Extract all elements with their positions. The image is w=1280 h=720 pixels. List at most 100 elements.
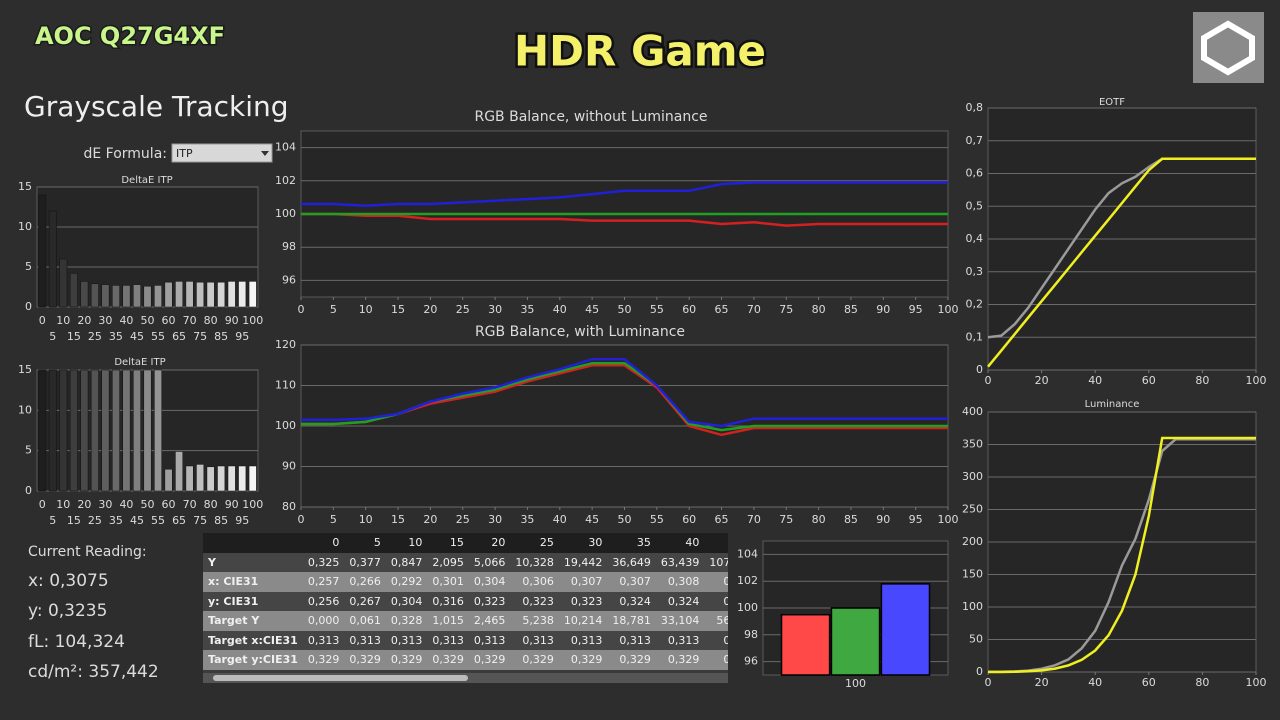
table-cell: 0,325	[307, 555, 340, 569]
table-cell: 33,104	[660, 614, 700, 628]
y-tick-label: 0	[976, 665, 983, 678]
de-formula-select[interactable]: ITP	[171, 143, 273, 163]
table-cell: 2,465	[473, 614, 506, 628]
x-tick-label: 35	[109, 330, 123, 343]
table-cell: Y	[208, 555, 216, 569]
header-cell: 40	[685, 536, 700, 550]
bar	[143, 285, 152, 308]
table-cell: 0,292	[390, 575, 423, 589]
reading-title: Current Reading:	[28, 544, 147, 560]
x-tick-label: 10	[359, 513, 373, 526]
x-tick-label: 75	[193, 330, 207, 343]
x-tick-label: 15	[67, 514, 81, 527]
y-tick-label: 5	[25, 260, 32, 273]
bar	[122, 285, 131, 308]
table-cell: 0,306	[522, 575, 554, 589]
table-cell: 0,313	[307, 633, 340, 647]
y-tick-label: 96	[282, 273, 296, 286]
bar	[143, 369, 152, 492]
bar	[238, 465, 247, 492]
y-tick-label: 400	[962, 405, 983, 418]
brand: AOC Q27G4XF	[35, 22, 225, 50]
table-cell: x: CIE31	[208, 575, 259, 589]
x-tick-label: 80	[1195, 374, 1209, 387]
chart-title: DeltaE ITP	[114, 357, 165, 368]
bar	[122, 369, 131, 492]
line-series	[988, 436, 1256, 674]
x-tick-label: 65	[715, 303, 729, 316]
table-row: x: CIE31 0,257 0,266 0,292 0,301 0,304 0,306 0,…	[203, 572, 728, 592]
bar	[69, 273, 78, 308]
bar	[154, 369, 162, 492]
select-box[interactable]	[171, 143, 273, 163]
table-cell: 0,323	[522, 594, 554, 608]
select-value[interactable]: ITP	[176, 147, 193, 160]
bar	[59, 258, 68, 308]
table-cell: 0,304	[473, 575, 506, 589]
table-cell: 0,304	[390, 594, 423, 608]
y-tick-label: 0	[976, 363, 983, 376]
table-cell: 0,257	[307, 575, 340, 589]
bar	[101, 369, 110, 492]
x-tick-label: 0	[985, 374, 992, 387]
table-cell: 0,329	[307, 653, 340, 667]
table-cell: 107,766	[709, 555, 728, 569]
x-tick-label: 90	[225, 498, 239, 511]
x-tick-label: 5	[49, 330, 56, 343]
y-tick-label: 5	[25, 444, 32, 457]
x-tick-label: 40	[553, 303, 567, 316]
x-tick-label: 80	[1195, 676, 1209, 689]
scroll-thumb[interactable]	[213, 675, 468, 681]
header-cell: 30	[588, 536, 603, 550]
table-cell: 0,308	[667, 575, 700, 589]
table-cell: 0,329	[522, 653, 554, 667]
y-tick-label: 0,6	[966, 167, 984, 180]
table-cell: 10,328	[515, 555, 554, 569]
x-tick-label: 65	[172, 514, 186, 527]
bar	[133, 369, 141, 492]
x-tick-label: 60	[682, 513, 696, 526]
x-tick-label: 5	[330, 513, 337, 526]
table-cell: 0,301	[432, 575, 464, 589]
y-tick-label: 0,8	[966, 101, 984, 114]
table-row: Y 0,325 0,377 0,847 2,095 5,066 10,328 19,442 36…	[203, 552, 728, 572]
bar	[185, 281, 194, 308]
x-tick-label: 20	[1035, 676, 1049, 689]
y-tick-label: 0,3	[966, 265, 984, 278]
table-cell: 0,328	[390, 614, 423, 628]
x-tick-label: 20	[77, 498, 91, 511]
table-cell: 36,649	[612, 555, 651, 569]
x-tick-label: 70	[183, 314, 197, 327]
x-tick-label: 40	[1088, 676, 1102, 689]
chart-title: EOTF	[1099, 97, 1125, 108]
x-tick-label: 30	[98, 314, 112, 327]
y-tick-label: 100	[275, 419, 296, 432]
x-tick-label: 20	[1035, 374, 1049, 387]
table-cell: 0,324	[667, 594, 700, 608]
chart-title: RGB Balance, with Luminance	[475, 324, 685, 340]
bar	[185, 465, 194, 492]
y-tick-label: 200	[962, 535, 983, 548]
x-tick-label: 45	[130, 514, 144, 527]
bar	[830, 607, 881, 676]
x-tick-label: 50	[618, 303, 632, 316]
header-cell: 0	[332, 536, 340, 550]
x-tick-label: 15	[391, 303, 405, 316]
scrollbar[interactable]	[203, 673, 728, 683]
table-cell: 0,324	[723, 594, 728, 608]
x-tick-label: 75	[193, 514, 207, 527]
y-tick-label: 80	[282, 500, 296, 513]
x-tick-label: 100	[242, 314, 263, 327]
select-arrow[interactable]	[261, 151, 269, 156]
table-cell: 63,439	[660, 555, 700, 569]
bar	[164, 281, 173, 308]
x-tick-label: 65	[715, 513, 729, 526]
data-table: 05101520253035404550Y0,3250,3770,8472,09…	[203, 533, 728, 683]
x-tick-label: 100	[938, 513, 959, 526]
header-cell: 25	[539, 536, 554, 550]
x-tick-label: 80	[204, 498, 218, 511]
x-tick-label: 100	[242, 498, 263, 511]
table-cell: Target y:CIE31	[208, 653, 298, 667]
table-cell: 0,329	[723, 653, 728, 667]
bar	[80, 369, 89, 492]
